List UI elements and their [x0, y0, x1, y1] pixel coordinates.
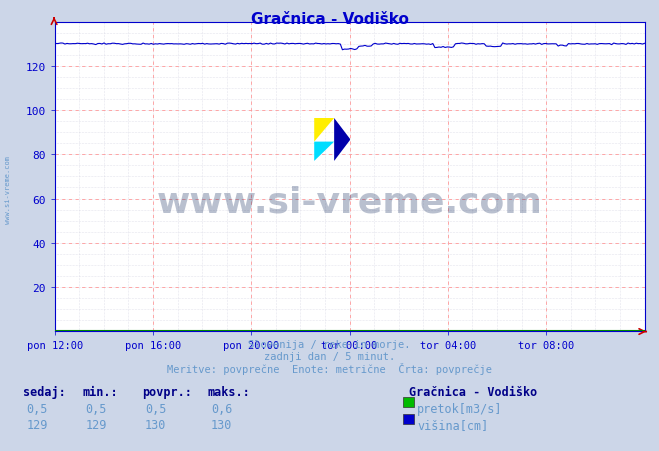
Text: pretok[m3/s]: pretok[m3/s]	[417, 402, 503, 415]
Text: Slovenija / reke in morje.: Slovenija / reke in morje.	[248, 339, 411, 349]
Text: 130: 130	[145, 419, 166, 432]
Text: sedaj:: sedaj:	[23, 386, 66, 399]
Text: www.si-vreme.com: www.si-vreme.com	[157, 185, 542, 219]
Text: Meritve: povprečne  Enote: metrične  Črta: povprečje: Meritve: povprečne Enote: metrične Črta:…	[167, 363, 492, 375]
Text: 0,5: 0,5	[86, 402, 107, 415]
Text: 130: 130	[211, 419, 232, 432]
Polygon shape	[334, 119, 351, 161]
Text: Gračnica - Vodiško: Gračnica - Vodiško	[409, 386, 537, 399]
Text: zadnji dan / 5 minut.: zadnji dan / 5 minut.	[264, 351, 395, 361]
Text: www.si-vreme.com: www.si-vreme.com	[5, 156, 11, 223]
Text: 129: 129	[86, 419, 107, 432]
Text: Gračnica - Vodiško: Gračnica - Vodiško	[250, 12, 409, 27]
Text: 0,5: 0,5	[145, 402, 166, 415]
Text: povpr.:: povpr.:	[142, 386, 192, 399]
Text: 0,5: 0,5	[26, 402, 47, 415]
Text: višina[cm]: višina[cm]	[417, 419, 488, 432]
Polygon shape	[314, 143, 334, 161]
Text: 129: 129	[26, 419, 47, 432]
Text: 0,6: 0,6	[211, 402, 232, 415]
Text: maks.:: maks.:	[208, 386, 250, 399]
Polygon shape	[314, 119, 334, 143]
Text: min.:: min.:	[82, 386, 118, 399]
